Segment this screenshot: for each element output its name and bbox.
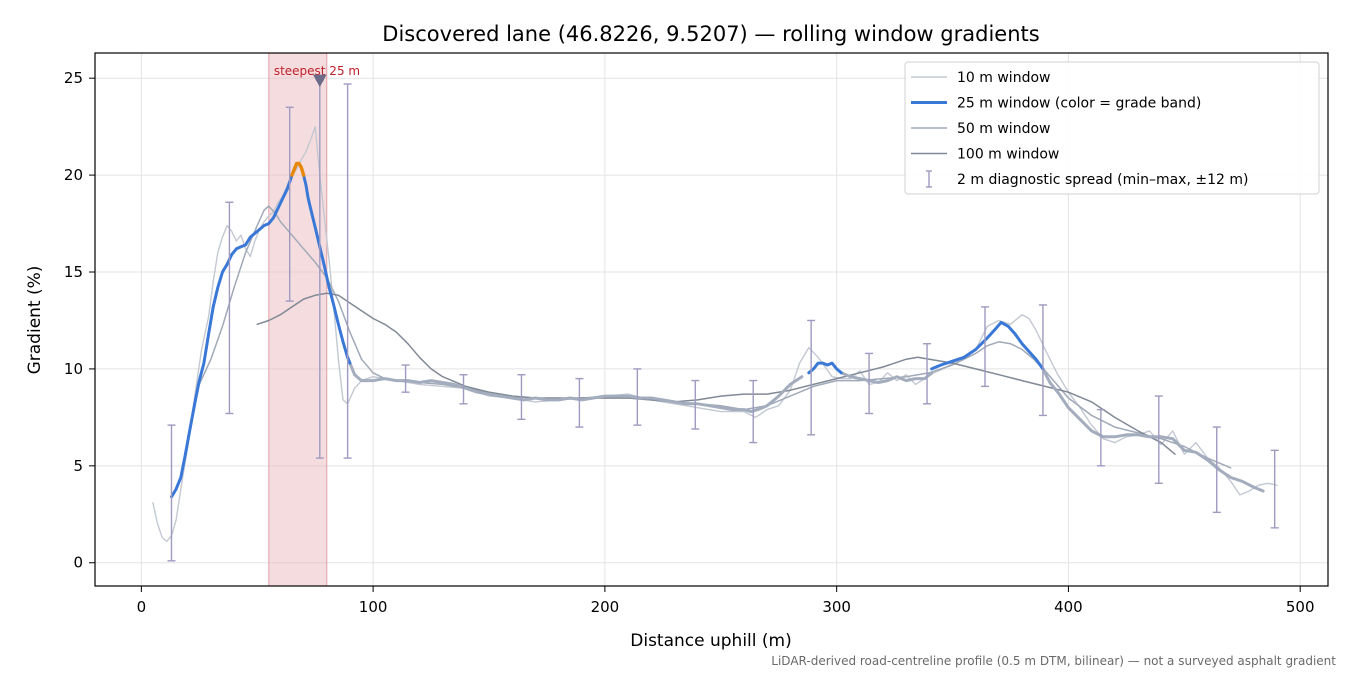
steepest-marker-triangle: [312, 74, 327, 88]
steepest-marker-layer: [312, 74, 327, 88]
y-tick-label: 15: [64, 263, 83, 281]
axis-ticks: 0 100 200 300 400 500 0 5 10 15 20 25: [64, 69, 1315, 616]
series-line: [930, 320, 1045, 371]
y-axis-label: Gradient (%): [25, 266, 45, 375]
series-line: [839, 371, 934, 384]
y-tick-label: 20: [64, 166, 83, 184]
data-source-footnote: LiDAR-derived road-centreline profile (0…: [771, 654, 1336, 668]
series-line: [1041, 367, 1265, 493]
x-tick-label: 0: [137, 598, 147, 616]
legend-label: 25 m window (color = grade band): [957, 96, 1201, 112]
y-tick-label: 0: [73, 554, 83, 572]
plot-frame: [94, 52, 1329, 587]
x-tick-label: 300: [822, 598, 851, 616]
x-tick-label: 100: [359, 598, 388, 616]
steepest-band: [268, 52, 328, 587]
y-tick-label: 25: [64, 69, 83, 87]
legend-label: 10 m window: [957, 70, 1050, 86]
legend-label: 2 m diagnostic spread (min–max, ±12 m): [957, 172, 1248, 188]
x-tick-label: 400: [1054, 598, 1083, 616]
legend-label: 100 m window: [957, 147, 1059, 163]
x-tick-label: 500: [1286, 598, 1315, 616]
series-line: [170, 162, 352, 499]
diagnostic-spread-errorbars: [167, 79, 1279, 562]
series-line: [348, 361, 804, 414]
y-tick-label: 10: [64, 360, 83, 378]
series-line: [152, 125, 1278, 543]
x-tick-label: 200: [591, 598, 620, 616]
series-lines: [152, 125, 1278, 543]
x-axis-label: Distance uphill (m): [630, 631, 791, 651]
y-tick-label: 5: [73, 457, 83, 475]
legend-box: [904, 61, 1320, 195]
legend: 10 m window 25 m window (color = grade ba…: [904, 61, 1320, 195]
legend-label: 50 m window: [957, 121, 1050, 137]
chart-title: Discovered lane (46.8226, 9.5207) — roll…: [382, 22, 1039, 46]
series-line: [807, 361, 843, 375]
steepest-band-label: steepest 25 m: [274, 64, 360, 78]
steepest-segment-highlight: steepest 25 m: [268, 52, 360, 587]
grade-band-highlight: [290, 161, 306, 177]
